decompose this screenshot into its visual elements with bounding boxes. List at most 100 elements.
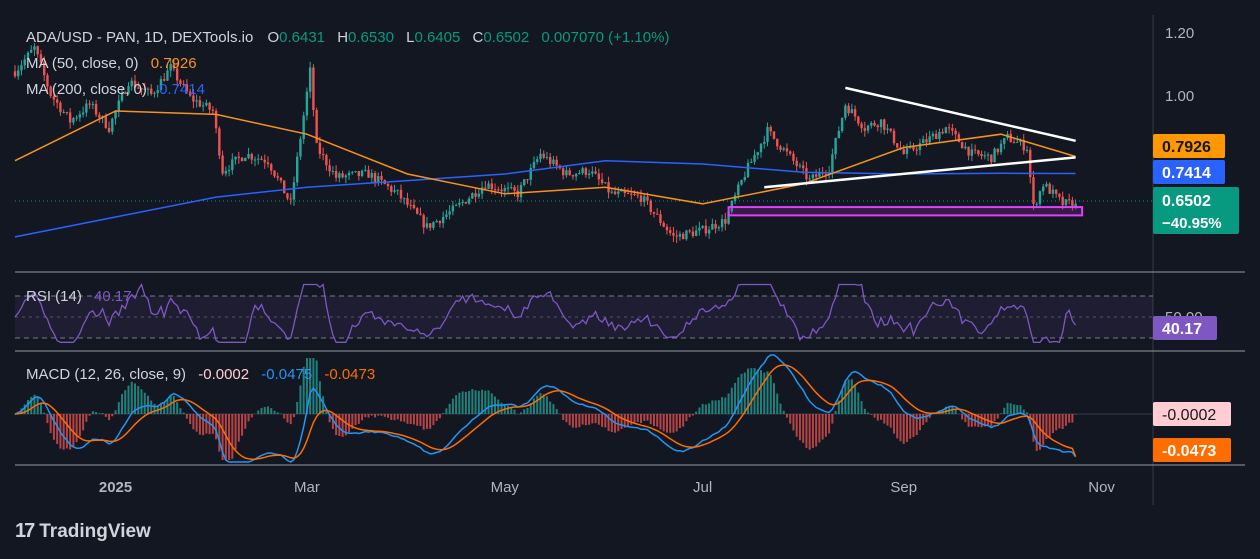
- candle-body: [652, 212, 656, 214]
- candle-body: [720, 219, 724, 228]
- macd-histogram-bar: [26, 400, 29, 414]
- macd-histogram-bar: [854, 384, 857, 414]
- macd-histogram-bar: [1006, 402, 1009, 414]
- candle-body: [561, 168, 565, 176]
- macd-histogram-bar: [406, 414, 409, 424]
- candle-body: [393, 190, 396, 192]
- macd-histogram-bar: [169, 395, 172, 414]
- macd-histogram-bar: [244, 414, 247, 429]
- macd-histogram-bar: [176, 402, 179, 414]
- candle-body: [315, 109, 318, 143]
- macd-histogram-bar: [760, 370, 763, 414]
- macd-histogram-bar: [815, 414, 818, 447]
- macd-histogram-bar: [698, 407, 701, 414]
- macd-histogram-bar: [717, 400, 720, 414]
- candle-body: [545, 157, 549, 159]
- candle-body: [1061, 196, 1064, 206]
- macd-histogram-bar: [915, 414, 918, 436]
- macd-histogram-bar: [202, 414, 205, 436]
- candle-body: [672, 232, 675, 236]
- high-value: 0.6530: [348, 29, 394, 46]
- macd-histogram-bar: [396, 414, 399, 420]
- tradingview-brand[interactable]: 17 TradingView: [15, 520, 151, 543]
- candle-body: [772, 131, 776, 139]
- candle-body: [487, 183, 490, 189]
- macd-histogram-bar: [513, 409, 516, 414]
- ma50-badge-value: 0.7926: [1162, 139, 1211, 156]
- candle-body: [81, 112, 85, 115]
- macd-histogram-bar: [662, 414, 665, 432]
- candle-body: [412, 204, 416, 209]
- macd-histogram-bar: [422, 414, 425, 430]
- macd-histogram-bar: [205, 414, 208, 434]
- candle-body: [805, 168, 808, 180]
- macd-histogram-bar: [750, 368, 753, 414]
- macd-histogram-bar: [630, 414, 633, 425]
- macd-histogram-bar: [468, 390, 471, 414]
- candle-body: [30, 49, 33, 53]
- macd-histogram-bar: [847, 379, 850, 414]
- macd-histogram-bar: [688, 414, 691, 418]
- macd-histogram-bar: [442, 413, 445, 414]
- candle-body: [227, 170, 231, 172]
- candle-body: [763, 141, 766, 144]
- candle-body: [127, 86, 130, 94]
- macd-histogram-bar: [993, 414, 996, 421]
- macd-histogram-bar: [46, 414, 49, 424]
- candle-body: [1022, 140, 1025, 151]
- candle-body: [490, 183, 494, 190]
- macd-histogram-bar: [980, 414, 983, 428]
- macd-histogram-bar: [289, 414, 292, 425]
- x-tick-label: 2025: [99, 479, 132, 496]
- candle-body: [185, 84, 189, 92]
- macd-histogram-bar: [114, 410, 117, 414]
- candle-body: [273, 170, 276, 177]
- candle-body: [931, 133, 935, 137]
- candle-body: [354, 171, 357, 173]
- macd-histogram-bar: [798, 414, 801, 441]
- macd-histogram-bar: [510, 406, 513, 414]
- candle-body: [390, 186, 393, 192]
- candle-body: [224, 170, 228, 174]
- candle-body: [785, 148, 789, 152]
- time-axis[interactable]: 2025 Mar May Jul Sep Nov: [99, 479, 1116, 496]
- candle-body: [458, 202, 461, 205]
- macd-histogram-bar: [779, 403, 782, 414]
- candle-body: [876, 125, 879, 128]
- candle-body: [75, 117, 78, 119]
- macd-pane: [14, 354, 1077, 463]
- candle-body: [630, 193, 633, 195]
- macd-histogram-bar: [432, 414, 435, 426]
- candle-body: [581, 168, 584, 174]
- macd-histogram-bar: [850, 379, 853, 414]
- macd-histogram-bar: [776, 393, 779, 414]
- candle-body: [305, 91, 309, 116]
- macd-histogram-bar: [571, 414, 574, 428]
- y-tick-1-20: 1.20: [1165, 25, 1194, 42]
- ma200-badge: 0.7414: [1153, 160, 1225, 184]
- candle-body: [120, 92, 124, 101]
- candle-body: [604, 182, 607, 184]
- candle-body: [85, 103, 88, 113]
- candle-body: [766, 127, 769, 142]
- candle-body: [263, 159, 266, 163]
- candle-body: [283, 180, 286, 194]
- x-tick-label: Mar: [294, 479, 320, 496]
- macd-histogram-bar: [458, 392, 461, 414]
- low-label: L: [406, 29, 415, 46]
- macd-histogram-bar: [701, 403, 704, 414]
- candle-body: [312, 67, 315, 110]
- candle-body: [104, 116, 108, 128]
- candle-body: [724, 219, 727, 224]
- candle-body: [776, 138, 779, 147]
- candle-body: [688, 230, 691, 232]
- macd-histogram-bar: [695, 411, 698, 414]
- macd-histogram-bar: [918, 414, 921, 431]
- tradingview-logo-icon: 17: [15, 520, 35, 542]
- candle-body: [513, 187, 516, 191]
- macd-histogram-bar: [526, 408, 529, 414]
- macd-histogram-bar: [873, 414, 876, 418]
- candle-body: [613, 191, 617, 194]
- candle-body: [759, 143, 763, 153]
